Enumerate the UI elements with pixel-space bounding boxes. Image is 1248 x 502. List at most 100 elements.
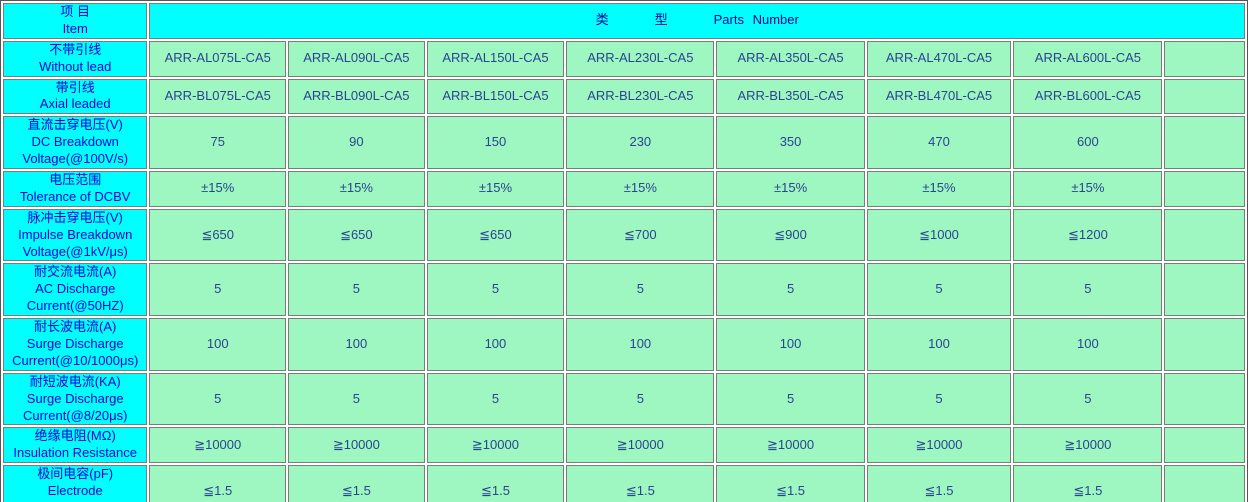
spec-cell: ≦1.5 [716,465,865,502]
spec-cell: ≦1.5 [288,465,425,502]
spec-cell: ARR-AL150L-CA5 [426,40,565,77]
spec-cell: ≦1.5 [566,465,715,502]
spec-cell-clipped [1164,427,1245,464]
spec-cell: ≦1.5 [866,465,1012,502]
spec-cell-clipped [1164,318,1245,371]
table-row: 脉冲击穿电压(V) Impulse Breakdown Voltage(@1kV… [3,208,1245,262]
table-header-row: 项 目 Item 类 型 Parts Number [3,3,1245,39]
spec-cell: 5 [426,372,565,426]
row-label-en: Without lead [39,58,112,74]
spec-cell: ≦650 [426,208,565,262]
spec-cell: 5 [288,372,425,426]
row-label-en: Tolerance of DCBV [19,188,131,204]
spec-cell: ±15% [426,171,565,207]
spec-cell: ARR-AL600L-CA5 [1013,40,1163,77]
spec-cell: ≦900 [716,208,865,262]
spec-cell: 100 [1013,318,1163,371]
row-label-en: Insulation Resistance [13,445,137,461]
row-header-insulation-resistance: 绝缘电阻(MΩ) Insulation Resistance [3,427,148,464]
table-row: 极间电容(pF) Electrode Capacitance(@1MHZ) ≦1… [3,465,1245,502]
corner-header-cell: 项 目 Item [3,3,148,39]
table-row: 带引线 Axial leaded ARR-BL075L-CA5 ARR-BL09… [3,78,1245,115]
spec-cell: ≦700 [566,208,715,262]
spec-cell: ARR-BL350L-CA5 [716,78,865,115]
spec-cell-clipped [1164,465,1245,502]
row-label-zh: 脉冲击穿电压(V) [27,209,123,225]
row-label-en: AC Discharge Current(@50HZ) [26,281,124,314]
table-row: 不带引线 Without lead ARR-AL075L-CA5 ARR-AL0… [3,40,1245,77]
table-row: 直流击穿电压(V) DC Breakdown Voltage(@100V/s) … [3,116,1245,170]
parts-header-zh1: 类 [595,12,609,28]
spec-cell-clipped [1164,171,1245,207]
spec-cell: ARR-AL075L-CA5 [149,40,287,77]
spec-cell: 5 [288,263,425,317]
spec-cell: 5 [149,372,287,426]
parts-header-zh2: 型 [654,12,668,28]
spec-cell: ≦650 [149,208,287,262]
spec-cell: 150 [426,116,565,170]
spec-cell: ARR-BL150L-CA5 [426,78,565,115]
spec-cell: 100 [866,318,1012,371]
row-label-en: Surge Discharge Current(@8/20μs) [22,390,128,423]
parts-header-en: Parts Number [713,12,799,28]
table-row: 电压范围 Tolerance of DCBV ±15% ±15% ±15% ±1… [3,171,1245,207]
spec-cell: 100 [716,318,865,371]
spec-cell: 100 [426,318,565,371]
spec-cell: 100 [288,318,425,371]
spec-cell: 5 [149,263,287,317]
row-header-electrode-capacitance: 极间电容(pF) Electrode Capacitance(@1MHZ) [3,465,148,502]
spec-cell: ≧10000 [149,427,287,464]
spec-cell: 5 [566,372,715,426]
spec-cell: 5 [866,263,1012,317]
spec-cell: 100 [149,318,287,371]
spec-cell: ARR-BL470L-CA5 [866,78,1012,115]
row-label-en: Impulse Breakdown Voltage(@1kV/μs) [18,226,133,259]
spec-cell: ±15% [866,171,1012,207]
spec-cell: 230 [566,116,715,170]
row-label-zh: 绝缘电阻(MΩ) [34,428,116,444]
spec-cell: 5 [1013,372,1163,426]
row-header-dc-breakdown-voltage: 直流击穿电压(V) DC Breakdown Voltage(@100V/s) [3,116,148,170]
spec-cell-clipped [1164,372,1245,426]
table-row: 耐长波电流(A) Surge Discharge Current(@10/100… [3,318,1245,371]
parts-number-header-cell: 类 型 Parts Number [149,3,1245,39]
spec-cell-clipped [1164,78,1245,115]
spec-cell: ARR-AL470L-CA5 [866,40,1012,77]
spec-cell: 5 [426,263,565,317]
row-header-without-lead: 不带引线 Without lead [3,40,148,77]
spec-cell: ARR-BL600L-CA5 [1013,78,1163,115]
row-label-en: Axial leaded [39,96,111,112]
row-header-surge-discharge-current-short-wave: 耐短波电流(KA) Surge Discharge Current(@8/20μ… [3,372,148,426]
spec-cell: 5 [716,263,865,317]
spec-cell: ≦650 [288,208,425,262]
table-row: 耐交流电流(A) AC Discharge Current(@50HZ) 5 5… [3,263,1245,317]
spec-cell: ≦1.5 [1013,465,1163,502]
spec-cell: ≧10000 [288,427,425,464]
spec-cell: ≧10000 [866,427,1012,464]
corner-label-en: Item [62,20,88,36]
row-label-zh: 耐长波电流(A) [34,319,117,335]
spec-cell: ≧10000 [716,427,865,464]
spec-cell-clipped [1164,116,1245,170]
spec-cell: 470 [866,116,1012,170]
spec-cell: ARR-AL350L-CA5 [716,40,865,77]
spec-cell: ≧10000 [426,427,565,464]
spec-cell: ±15% [716,171,865,207]
row-label-zh: 耐短波电流(KA) [29,373,121,389]
spec-cell: 90 [288,116,425,170]
parts-number-header: 类 型 Parts Number [150,12,1244,29]
spec-cell: 75 [149,116,287,170]
spec-cell-clipped [1164,263,1245,317]
row-label-zh: 直流击穿电压(V) [27,117,123,133]
table-row: 耐短波电流(KA) Surge Discharge Current(@8/20μ… [3,372,1245,426]
row-header-ac-discharge-current: 耐交流电流(A) AC Discharge Current(@50HZ) [3,263,148,317]
spec-cell: 100 [566,318,715,371]
row-header-tolerance-of-dcbv: 电压范围 Tolerance of DCBV [3,171,148,207]
row-label-zh: 耐交流电流(A) [34,264,117,280]
row-label-zh: 不带引线 [49,41,102,57]
spec-cell: ARR-BL090L-CA5 [288,78,425,115]
spec-cell: ARR-AL230L-CA5 [566,40,715,77]
spec-cell: ARR-BL230L-CA5 [566,78,715,115]
spec-cell: ≦1200 [1013,208,1163,262]
